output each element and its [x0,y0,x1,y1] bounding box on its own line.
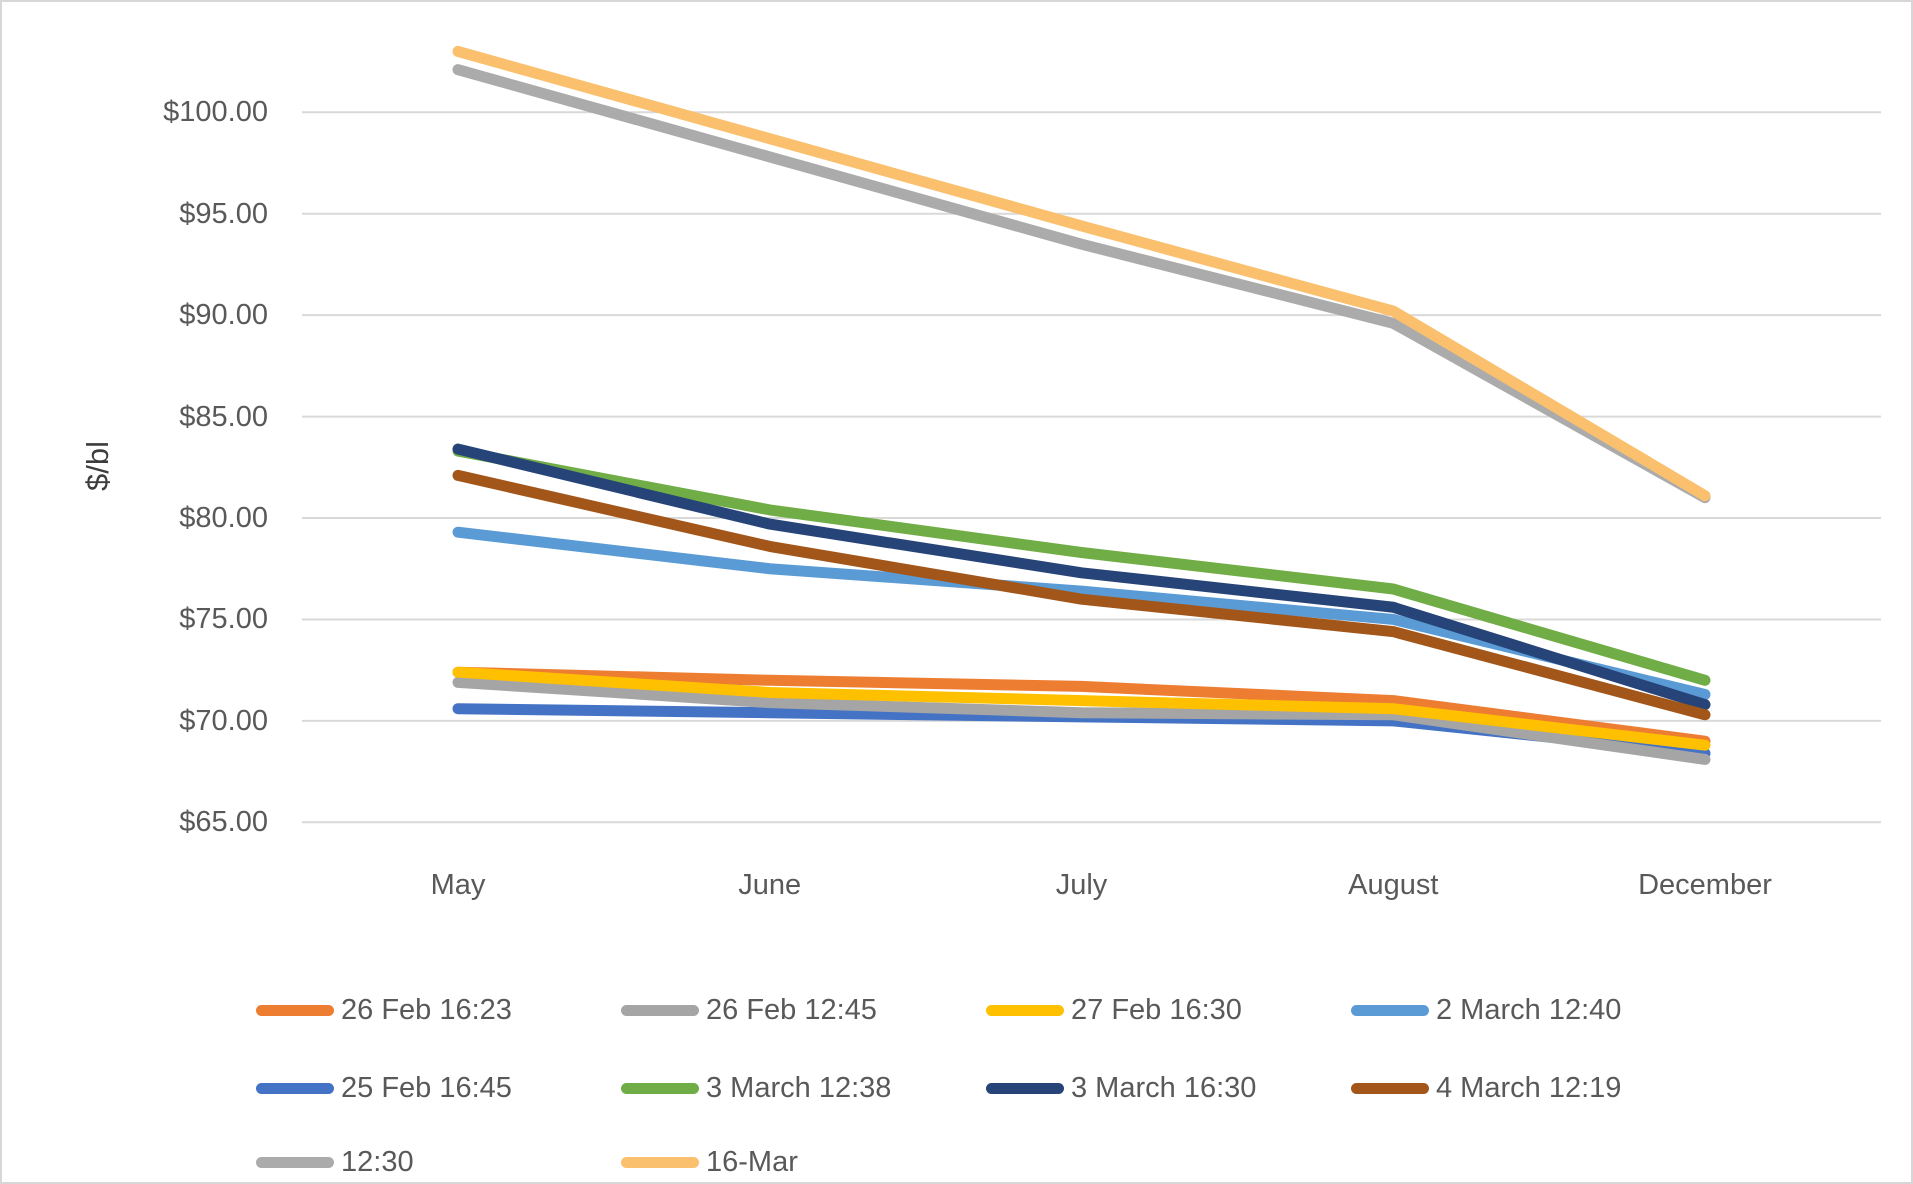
legend-item: 25 Feb 16:45 [256,1071,512,1105]
line-chart-plot-area [302,45,1881,824]
legend-line-swatch [621,1156,699,1168]
legend-label: 26 Feb 12:45 [706,994,877,1026]
legend-item: 3 March 16:30 [986,1071,1256,1105]
y-tick-label: $65.00 [179,806,268,839]
legend-item: 3 March 12:38 [621,1071,891,1105]
legend-item: 4 March 12:19 [1351,1071,1621,1105]
legend-item: 16-Mar [621,1145,798,1179]
x-category-label: December [1638,869,1772,901]
y-tick-label: $95.00 [179,197,268,230]
legend-line-swatch [621,1082,699,1094]
legend-line-swatch [256,1004,334,1016]
legend-item: 26 Feb 12:45 [621,993,877,1027]
legend-item: 26 Feb 16:23 [256,993,512,1027]
legend-label: 3 March 16:30 [1071,1072,1257,1104]
y-tick-label: $70.00 [179,704,268,737]
legend-line-swatch [256,1156,334,1168]
x-category-label: July [1055,869,1108,901]
x-category-label: June [738,869,802,901]
y-tick-label: $80.00 [179,502,268,535]
y-tick-label: $90.00 [179,299,268,332]
legend-item: 27 Feb 16:30 [986,993,1242,1027]
y-tick-label: $100.00 [163,96,268,129]
legend-line-swatch [1351,1082,1429,1094]
y-axis-title: $/bl [80,441,115,491]
legend-label: 25 Feb 16:45 [341,1072,512,1104]
legend-label: 12:30 [341,1146,414,1178]
legend-label: 2 March 12:40 [1436,994,1622,1026]
legend-label: 16-Mar [706,1146,798,1178]
legend-label: 27 Feb 16:30 [1071,994,1242,1026]
legend-label: 3 March 12:38 [706,1072,892,1104]
legend-line-swatch [986,1082,1064,1094]
legend-line-swatch [621,1004,699,1016]
legend-label: 4 March 12:19 [1436,1072,1622,1104]
legend-line-swatch [986,1004,1064,1016]
legend-line-swatch [1351,1004,1429,1016]
legend-item: 12:30 [256,1145,414,1179]
y-tick-label: $75.00 [179,603,268,636]
legend-label: 26 Feb 16:23 [341,994,512,1026]
legend-item: 2 March 12:40 [1351,993,1621,1027]
x-category-label: May [430,869,486,901]
y-tick-label: $85.00 [179,400,268,433]
x-category-label: August [1348,869,1439,901]
legend-line-swatch [256,1082,334,1094]
